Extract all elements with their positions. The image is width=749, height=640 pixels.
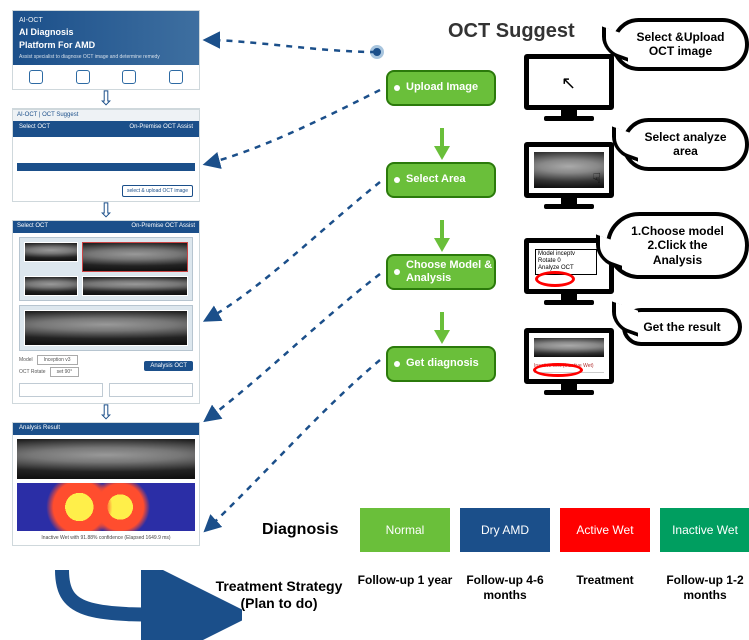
panel-header-right: On-Premise OCT Assist: [129, 124, 193, 134]
model-controls: Model Inception v3 OCT Rotate set 90° An…: [19, 355, 193, 377]
monitor-screen: Inactive Wet (Inactive Wet): [524, 328, 614, 384]
treatment-strategy-label: Treatment Strategy (Plan to do): [204, 578, 354, 612]
flow-node-select-area: Select Area: [386, 162, 496, 198]
monitor-upload: ↖: [524, 54, 614, 128]
legend-box: Inactive Wet: [660, 508, 749, 552]
app-tabbar: AI-OCT | OCT Suggest: [13, 109, 199, 121]
screenshot-filelist: AI-OCT | OCT Suggest Select OCT On-Premi…: [12, 108, 200, 202]
model-label: Model: [19, 357, 33, 363]
oct-preview: [534, 338, 604, 357]
legend-box: Dry AMD: [460, 508, 550, 552]
screenshot-banner: AI-OCT AI Diagnosis Platform For AMD Ass…: [12, 10, 200, 90]
panel-header-right: On-Premise OCT Assist: [131, 223, 195, 231]
bubble-text: Select analyze area: [644, 130, 726, 158]
banner-area: AI-OCT AI Diagnosis Platform For AMD Ass…: [13, 11, 199, 65]
bubble-text: 1.Choose model 2.Click the Analysis: [631, 224, 724, 267]
banner-line2: Platform For AMD: [19, 40, 193, 51]
nav-icon[interactable]: [169, 70, 183, 84]
form-line: Model inceptv: [538, 251, 594, 258]
rotate-select[interactable]: set 90°: [50, 367, 80, 377]
oct-thumbnail[interactable]: [82, 276, 188, 296]
flow-node-get-diagnosis: Get diagnosis: [386, 346, 496, 382]
panel-header-left: Select OCT: [17, 223, 48, 231]
diagnosis-label: Diagnosis: [262, 521, 338, 539]
upload-button[interactable]: select & upload OCT image: [122, 185, 193, 197]
follow-up-text: Follow-up 1 year: [355, 573, 455, 588]
monitor-screen: ☟: [524, 142, 614, 198]
banner-iconrow: [13, 65, 199, 89]
flow-node-choose-model: Choose Model & Analysis: [386, 254, 496, 290]
oct-thumbnail[interactable]: [24, 242, 78, 262]
follow-up-text: Treatment: [555, 573, 655, 588]
banner-line1: AI Diagnosis: [19, 27, 193, 38]
info-box: [109, 383, 193, 397]
rotate-label: OCT Rotate: [19, 369, 46, 375]
left-screenshot-column: AI-OCT AI Diagnosis Platform For AMD Ass…: [12, 10, 200, 546]
highlight-ring-icon: [535, 271, 575, 287]
selected-row[interactable]: [17, 163, 195, 171]
follow-up-text: Follow-up 4-6 months: [455, 573, 555, 603]
banner-brand: AI-OCT: [19, 17, 193, 25]
info-footer: [19, 383, 193, 397]
cursor-icon: ↖: [561, 73, 576, 94]
flow-node-upload: Upload Image: [386, 70, 496, 106]
speech-bubble: Select &Upload OCT image: [612, 18, 749, 71]
hand-icon: ☟: [592, 170, 601, 187]
panel-header: Select OCT On-Premise OCT Assist: [13, 221, 199, 233]
down-arrow-icon: ⇩: [12, 404, 200, 422]
result-heatmap: [17, 483, 195, 531]
result-header: Analysis Result: [13, 423, 199, 435]
nav-icon[interactable]: [29, 70, 43, 84]
down-arrow-icon: ⇩: [12, 202, 200, 220]
highlight-ring-icon: [533, 363, 583, 377]
speech-bubble: Get the result: [622, 308, 742, 346]
flow-node-label: Get diagnosis: [406, 357, 479, 370]
down-arrow-icon: ⇩: [12, 90, 200, 108]
panel-header: Select OCT On-Premise OCT Assist: [13, 121, 199, 137]
bullet-icon: [394, 361, 400, 367]
model-form-box[interactable]: Model inceptv Rotate 0 Analyze OCT: [535, 249, 597, 275]
legend-box: Active Wet: [560, 508, 650, 552]
nav-icon[interactable]: [76, 70, 90, 84]
bullet-icon: [394, 85, 400, 91]
flow-node-label: Select Area: [406, 173, 466, 186]
legend-box: Normal: [360, 508, 450, 552]
screenshot-oct-analysis: Select OCT On-Premise OCT Assist Model I…: [12, 220, 200, 404]
bubble-text: Select &Upload OCT image: [636, 30, 724, 58]
banner-sub: Assist specialist to diagnose OCT image …: [19, 54, 193, 60]
result-oct-scan: [17, 439, 195, 479]
nav-icon[interactable]: [122, 70, 136, 84]
speech-bubble: Select analyze area: [622, 118, 749, 171]
monitor-select-area: ☟: [524, 142, 614, 216]
connector-origin-dot: [370, 45, 384, 59]
panel-header-left: Select OCT: [19, 124, 50, 134]
flow-down-arrow-icon: [434, 146, 450, 160]
bullet-icon: [394, 177, 400, 183]
oct-section-upper: [19, 237, 193, 301]
bullet-icon: [394, 269, 400, 275]
result-caption: Inactive Wet with 91.88% confidence (Ela…: [13, 535, 199, 545]
oct-large-scan[interactable]: [24, 310, 188, 346]
page-title: OCT Suggest: [448, 20, 575, 43]
analyze-button[interactable]: Analysis OCT: [144, 361, 193, 371]
form-line: Rotate 0: [538, 258, 594, 265]
bubble-text: Get the result: [643, 320, 720, 334]
model-select[interactable]: Inception v3: [37, 355, 78, 365]
oct-selected-area[interactable]: [82, 242, 188, 272]
info-box: [19, 383, 103, 397]
oct-thumbnail[interactable]: [24, 276, 78, 296]
speech-bubble: 1.Choose model 2.Click the Analysis: [606, 212, 749, 279]
flow-node-label: Upload Image: [406, 81, 478, 94]
flow-down-arrow-icon: [434, 330, 450, 344]
flow-down-arrow-icon: [434, 238, 450, 252]
oct-section-lower: [19, 305, 193, 351]
file-list[interactable]: select & upload OCT image: [13, 137, 199, 201]
flow-node-label: Choose Model & Analysis: [406, 259, 494, 285]
monitor-result: Inactive Wet (Inactive Wet): [524, 328, 614, 402]
monitor-screen: ↖: [524, 54, 614, 110]
follow-up-text: Follow-up 1-2 months: [655, 573, 749, 603]
screenshot-result: Analysis Result Inactive Wet with 91.88%…: [12, 422, 200, 546]
